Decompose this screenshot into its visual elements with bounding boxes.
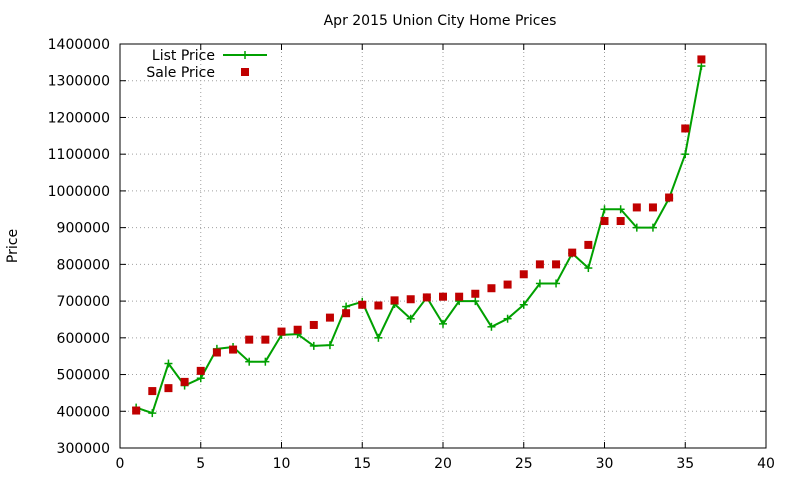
sale-price-point bbox=[487, 284, 496, 293]
y-tick-label: 900000 bbox=[57, 221, 110, 237]
list-price-point bbox=[471, 297, 480, 306]
sale-price-point bbox=[277, 327, 286, 336]
x-tick-label: 40 bbox=[757, 456, 775, 472]
x-tick-label: 15 bbox=[353, 456, 371, 472]
sale-price-point bbox=[261, 335, 270, 344]
sale-price-point bbox=[439, 292, 447, 301]
list-price-point bbox=[616, 205, 625, 214]
list-price-point bbox=[503, 314, 512, 323]
y-tick-label: 700000 bbox=[57, 294, 110, 310]
y-tick-label: 600000 bbox=[57, 331, 110, 347]
list-price-point bbox=[648, 223, 657, 232]
list-price-point bbox=[148, 409, 157, 418]
y-tick-label: 1300000 bbox=[48, 74, 110, 90]
x-tick-label: 5 bbox=[196, 456, 205, 472]
sale-price-point bbox=[584, 240, 593, 249]
sale-price-point bbox=[342, 309, 351, 318]
y-tick-label: 400000 bbox=[57, 404, 110, 420]
sale-price-point bbox=[455, 292, 464, 301]
sale-price-point bbox=[358, 300, 367, 309]
y-tick-label: 300000 bbox=[57, 441, 110, 457]
legend-marker-sale-price bbox=[241, 68, 249, 76]
sale-price-point bbox=[390, 296, 399, 305]
sale-price-point bbox=[697, 55, 706, 64]
list-price-point bbox=[519, 300, 528, 309]
sale-price-point bbox=[648, 203, 657, 212]
sale-price-point bbox=[422, 293, 431, 302]
sale-price-point bbox=[164, 384, 173, 393]
sale-price-point bbox=[229, 345, 238, 354]
plot-area bbox=[132, 55, 706, 418]
sale-price-point bbox=[552, 260, 561, 269]
list-price-point bbox=[164, 359, 173, 368]
sale-price-point bbox=[568, 248, 577, 257]
axis-ticks: 0 5 10 15 20 25 30 35 40 300000 400000 500000 600000… bbox=[48, 37, 775, 472]
list-price-point bbox=[325, 341, 334, 350]
legend: List Price Sale Price bbox=[146, 48, 267, 81]
y-tick-label: 1000000 bbox=[48, 184, 110, 200]
y-tick-label: 800000 bbox=[57, 257, 110, 273]
legend-marker-list-price bbox=[241, 51, 249, 59]
list-price-point bbox=[584, 264, 593, 273]
chart-title: Apr 2015 Union City Home Prices bbox=[324, 13, 557, 29]
list-price-point bbox=[600, 205, 609, 214]
list-price-point bbox=[196, 374, 205, 383]
list-price-point bbox=[439, 319, 447, 328]
plot-frame bbox=[119, 43, 767, 449]
sale-price-point bbox=[245, 335, 254, 344]
grid-lines bbox=[120, 44, 766, 448]
x-tick-label: 10 bbox=[273, 456, 291, 472]
sale-price-point bbox=[374, 301, 383, 310]
x-tick-label: 35 bbox=[676, 456, 694, 472]
list-price-point bbox=[245, 357, 254, 366]
sale-price-point bbox=[196, 366, 205, 375]
list-price-point bbox=[309, 341, 318, 350]
list-price-line bbox=[135, 65, 703, 415]
sale-price-point bbox=[180, 377, 189, 386]
x-tick-label: 0 bbox=[116, 456, 125, 472]
sale-price-point bbox=[212, 348, 221, 357]
sale-price-point bbox=[616, 217, 625, 226]
list-price-point bbox=[535, 279, 544, 288]
list-price-point bbox=[487, 322, 496, 331]
list-price-point bbox=[374, 333, 383, 342]
list-price-point bbox=[406, 314, 415, 323]
sale-price-point bbox=[519, 270, 528, 279]
list-price-point bbox=[632, 223, 641, 232]
legend-label-sale-price: Sale Price bbox=[146, 65, 215, 81]
sale-price-point bbox=[681, 124, 690, 133]
sale-price-point bbox=[503, 280, 512, 289]
y-tick-label: 1400000 bbox=[48, 37, 110, 53]
y-axis-label: Price bbox=[5, 229, 21, 263]
x-tick-label: 25 bbox=[515, 456, 533, 472]
sale-price-point bbox=[535, 260, 544, 269]
x-tick-label: 30 bbox=[596, 456, 614, 472]
legend-label-list-price: List Price bbox=[152, 48, 215, 64]
sale-price-point bbox=[148, 387, 157, 396]
sale-price-point bbox=[406, 295, 415, 304]
sale-price-point bbox=[132, 406, 141, 415]
sale-price-point bbox=[325, 313, 334, 322]
y-tick-label: 1200000 bbox=[48, 110, 110, 126]
list-price-point bbox=[552, 279, 561, 288]
y-tick-label: 1100000 bbox=[48, 147, 110, 163]
list-price-point bbox=[681, 150, 690, 159]
x-tick-label: 20 bbox=[434, 456, 452, 472]
sale-price-point bbox=[471, 289, 480, 298]
sale-price-point bbox=[600, 217, 609, 226]
sale-price-point bbox=[293, 325, 302, 334]
list-price-point bbox=[261, 357, 270, 366]
sale-price-point bbox=[665, 193, 674, 202]
y-tick-label: 500000 bbox=[57, 368, 110, 384]
sale-price-point bbox=[632, 203, 641, 212]
sale-price-point bbox=[309, 320, 318, 329]
